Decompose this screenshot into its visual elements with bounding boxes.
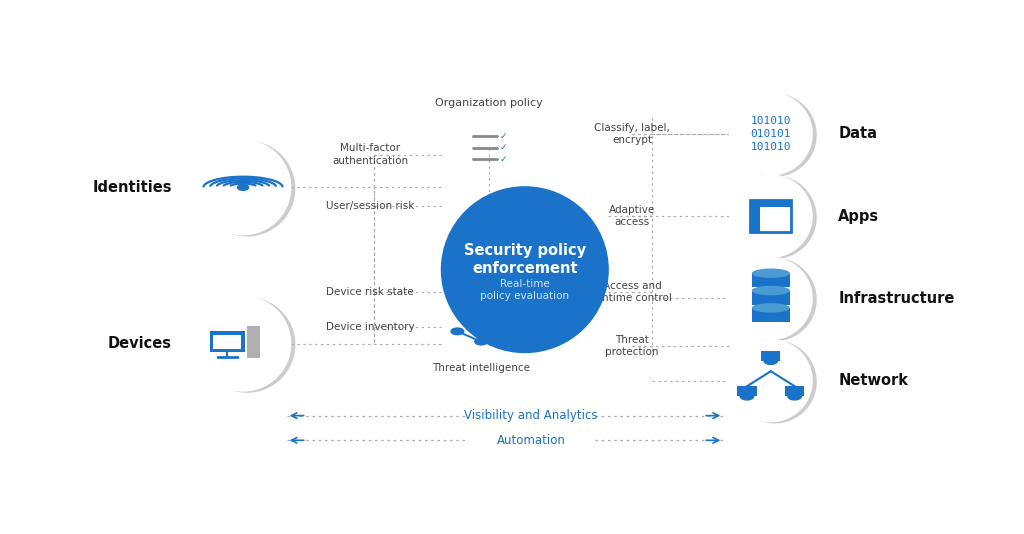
FancyBboxPatch shape (761, 351, 780, 361)
Text: User/session risk: User/session risk (326, 201, 415, 211)
Text: Threat
protection: Threat protection (605, 334, 658, 357)
Circle shape (475, 339, 487, 345)
Text: Infrastructure: Infrastructure (839, 291, 954, 306)
Circle shape (238, 185, 249, 190)
Ellipse shape (752, 303, 790, 312)
Text: Device inventory: Device inventory (326, 322, 415, 332)
Text: ✓: ✓ (500, 154, 507, 163)
FancyBboxPatch shape (737, 386, 757, 396)
Ellipse shape (441, 187, 608, 352)
FancyBboxPatch shape (213, 335, 242, 349)
Ellipse shape (729, 175, 812, 257)
FancyBboxPatch shape (752, 273, 790, 287)
Ellipse shape (733, 176, 816, 258)
Text: Data: Data (839, 127, 878, 142)
Ellipse shape (752, 286, 790, 295)
Ellipse shape (733, 94, 816, 176)
Ellipse shape (200, 141, 295, 236)
Text: Automation: Automation (497, 434, 565, 447)
Circle shape (482, 323, 496, 329)
Text: Access and
runtime control: Access and runtime control (592, 281, 673, 303)
Ellipse shape (196, 296, 291, 391)
Ellipse shape (196, 140, 291, 235)
Text: Classify, label,
encrypt: Classify, label, encrypt (594, 123, 670, 145)
Text: Security policy
enforcement: Security policy enforcement (464, 242, 586, 276)
Text: ✓: ✓ (500, 131, 507, 140)
Text: Apps: Apps (839, 209, 880, 224)
Circle shape (787, 393, 802, 400)
Text: Adaptive
access: Adaptive access (609, 205, 655, 227)
FancyBboxPatch shape (751, 200, 792, 207)
Circle shape (495, 340, 507, 347)
Text: Multi-factor
authentication: Multi-factor authentication (332, 143, 409, 166)
FancyBboxPatch shape (210, 331, 245, 352)
Text: 101010
010101
101010: 101010 010101 101010 (751, 116, 792, 152)
Circle shape (451, 328, 464, 335)
Text: ✓: ✓ (500, 143, 507, 152)
Circle shape (764, 358, 777, 364)
Text: Device risk state: Device risk state (327, 287, 414, 297)
Text: Organization policy: Organization policy (435, 98, 543, 108)
Ellipse shape (729, 340, 812, 422)
Text: Identities: Identities (92, 180, 172, 195)
FancyBboxPatch shape (247, 326, 260, 358)
Ellipse shape (729, 93, 812, 175)
Ellipse shape (733, 258, 816, 341)
Text: Threat intelligence: Threat intelligence (432, 364, 530, 373)
Ellipse shape (200, 297, 295, 392)
Text: Network: Network (839, 373, 908, 388)
FancyBboxPatch shape (752, 290, 790, 305)
Text: Visibility and Analytics: Visibility and Analytics (465, 409, 598, 422)
Ellipse shape (733, 341, 816, 423)
FancyBboxPatch shape (751, 207, 760, 232)
Ellipse shape (729, 257, 812, 340)
Circle shape (740, 393, 754, 400)
Text: Real-time
policy evaluation: Real-time policy evaluation (480, 279, 569, 301)
Ellipse shape (752, 269, 790, 278)
Text: Devices: Devices (108, 336, 172, 351)
FancyBboxPatch shape (785, 386, 804, 396)
FancyBboxPatch shape (752, 308, 790, 322)
